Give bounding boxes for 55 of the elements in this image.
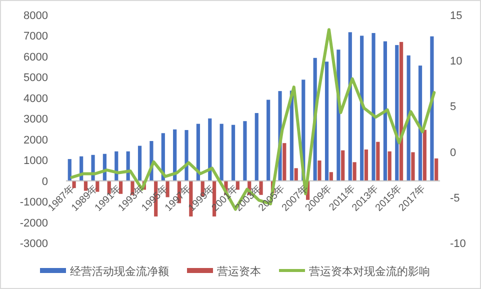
y-tick-label: -1000	[20, 196, 48, 209]
bar	[430, 36, 434, 181]
y-tick-label: 1000	[24, 155, 48, 168]
bar	[406, 55, 410, 181]
bar	[72, 180, 76, 188]
y-tick-label: -3000	[20, 238, 48, 250]
y2-tick-label: 10	[450, 56, 462, 68]
legend-label: 营运资本	[217, 265, 261, 278]
bar	[376, 142, 380, 181]
bar	[348, 32, 352, 181]
bar	[68, 159, 72, 181]
y2-tick-label: 5	[450, 101, 456, 114]
bar	[418, 66, 422, 181]
y-tick-label: 4000	[24, 92, 48, 105]
bar	[360, 36, 364, 181]
bar	[383, 41, 388, 181]
bar	[372, 33, 376, 181]
bar	[388, 151, 392, 181]
y-tick-label: 8000	[24, 10, 48, 22]
bar	[434, 158, 438, 181]
y2-tick-label: 0	[450, 146, 456, 159]
bar	[266, 100, 270, 181]
bar	[395, 45, 399, 181]
bar	[294, 168, 298, 181]
legend-label: 经营活动现金流净额	[70, 265, 169, 278]
y-tick-label: 3000	[24, 114, 48, 126]
legend-label: 营运资本对现金流的影响	[309, 265, 430, 278]
bar	[84, 180, 88, 191]
y-tick-label: 5000	[24, 72, 48, 84]
bar	[138, 146, 142, 181]
bar	[318, 160, 322, 181]
y-tick-label: -2000	[20, 217, 48, 230]
bar	[184, 130, 188, 181]
bar	[399, 42, 404, 181]
bar	[220, 124, 224, 181]
y-tick-label: 0	[42, 176, 48, 188]
y-tick-label: 6000	[24, 51, 48, 64]
bar	[173, 129, 177, 181]
bar	[282, 143, 286, 181]
bar	[422, 130, 426, 181]
bar	[324, 62, 329, 181]
bar	[329, 172, 333, 181]
bar	[254, 113, 258, 181]
y2-tick-label: -10	[450, 238, 466, 250]
bar	[352, 162, 356, 181]
y-tick-label: 2000	[24, 134, 48, 146]
y2-tick-label: -5	[450, 192, 460, 204]
bar	[411, 152, 415, 181]
bar	[364, 150, 368, 181]
bar	[208, 118, 212, 181]
y2-tick-label: 15	[450, 10, 462, 22]
bar	[231, 124, 236, 181]
y-tick-label: 7000	[24, 30, 48, 43]
bar	[341, 150, 345, 181]
bar	[243, 121, 247, 181]
